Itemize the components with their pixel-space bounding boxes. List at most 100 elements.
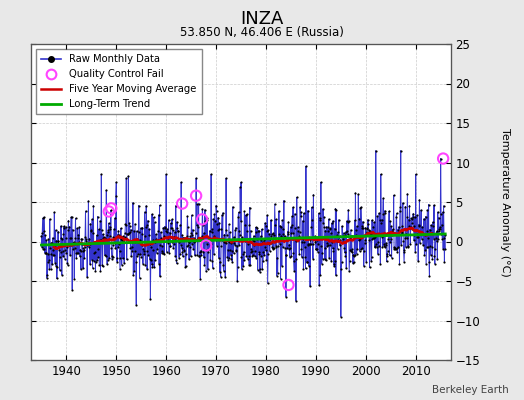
Point: [168, 239, 177, 245]
Point: [421, 213, 430, 220]
Point: [73, 250, 81, 256]
Point: [425, 272, 434, 279]
Point: [254, 249, 263, 255]
Point: [77, 236, 85, 242]
Point: [115, 255, 124, 261]
Point: [297, 209, 305, 215]
Point: [361, 237, 369, 243]
Point: [422, 244, 431, 250]
Point: [300, 244, 309, 250]
Point: [114, 228, 123, 234]
Point: [65, 224, 73, 230]
Point: [109, 242, 117, 248]
Point: [374, 251, 382, 257]
Point: [433, 256, 442, 262]
Point: [441, 246, 450, 252]
Point: [274, 270, 282, 276]
Point: [362, 232, 370, 239]
Point: [221, 238, 229, 245]
Point: [196, 248, 205, 254]
Point: [417, 230, 425, 236]
Point: [394, 244, 402, 251]
Point: [421, 246, 430, 253]
Point: [182, 242, 191, 249]
Point: [418, 229, 426, 236]
Point: [441, 232, 449, 238]
Point: [171, 253, 180, 260]
Point: [230, 240, 238, 246]
Point: [377, 171, 385, 178]
Point: [331, 225, 339, 232]
Point: [57, 223, 65, 229]
Point: [393, 249, 401, 256]
Point: [282, 294, 290, 300]
Point: [350, 252, 358, 259]
Point: [220, 239, 228, 245]
Point: [319, 220, 328, 226]
Point: [233, 242, 241, 249]
Point: [413, 212, 421, 218]
Point: [59, 253, 67, 259]
Point: [269, 244, 277, 251]
Point: [283, 245, 291, 252]
Point: [383, 258, 391, 265]
Point: [96, 268, 105, 275]
Point: [188, 212, 196, 218]
Point: [38, 244, 46, 250]
Point: [396, 204, 405, 210]
Point: [429, 219, 437, 225]
Point: [48, 261, 57, 268]
Point: [389, 230, 397, 236]
Point: [141, 224, 150, 230]
Point: [278, 217, 287, 224]
Point: [285, 242, 293, 248]
Point: [312, 246, 321, 252]
Point: [255, 250, 264, 257]
Point: [267, 233, 276, 239]
Point: [203, 240, 211, 247]
Point: [335, 217, 343, 223]
Point: [339, 233, 347, 239]
Point: [373, 231, 381, 238]
Point: [102, 253, 110, 259]
Point: [419, 231, 428, 237]
Point: [386, 238, 395, 245]
Point: [69, 226, 77, 233]
Point: [399, 200, 407, 206]
Point: [312, 246, 320, 253]
Point: [171, 228, 179, 235]
Point: [344, 207, 353, 213]
Point: [381, 242, 390, 249]
Point: [113, 232, 122, 238]
Point: [357, 246, 365, 253]
Point: [296, 213, 304, 220]
Point: [246, 262, 254, 268]
Point: [306, 283, 314, 290]
Point: [137, 225, 145, 231]
Point: [158, 248, 167, 254]
Point: [435, 224, 444, 230]
Point: [72, 250, 80, 256]
Point: [244, 253, 253, 259]
Point: [433, 228, 441, 234]
Point: [436, 155, 445, 162]
Point: [347, 232, 356, 239]
Point: [370, 219, 378, 225]
Point: [83, 274, 91, 280]
Point: [385, 208, 394, 214]
Point: [74, 232, 83, 238]
Point: [284, 219, 292, 225]
Point: [334, 229, 342, 235]
Point: [107, 244, 115, 251]
Point: [103, 229, 112, 235]
Point: [231, 242, 239, 248]
Point: [287, 224, 295, 230]
Point: [268, 246, 277, 252]
Point: [104, 226, 113, 233]
Point: [319, 256, 327, 262]
Point: [88, 256, 96, 263]
Point: [192, 222, 201, 228]
Point: [59, 248, 67, 254]
Point: [383, 251, 391, 257]
Point: [119, 239, 128, 245]
